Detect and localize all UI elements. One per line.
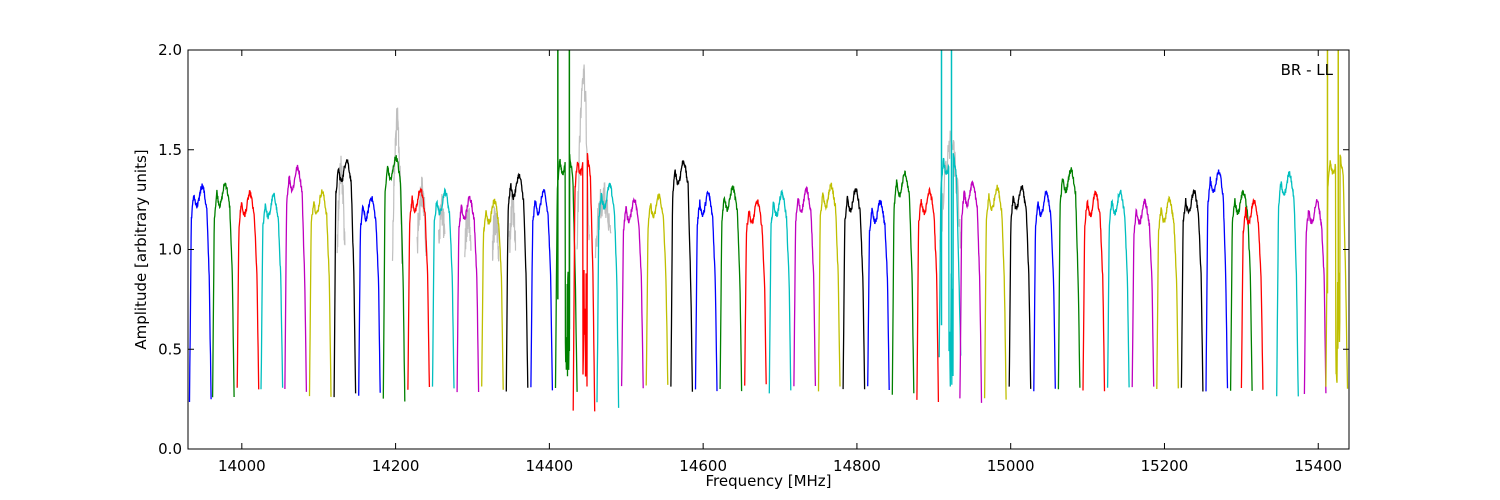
- series-band-23: [744, 199, 767, 386]
- series-band-31: [938, 153, 962, 387]
- series-band-2: [236, 190, 260, 390]
- x-tick-label: 15200: [1141, 457, 1189, 475]
- raw-segment: [939, 130, 962, 253]
- series-band-20: [670, 159, 694, 392]
- y-tick-label: 1.5: [158, 141, 182, 159]
- series-band-12: [481, 198, 504, 390]
- series-band-13: [505, 172, 529, 392]
- series-band-42: [1205, 169, 1229, 392]
- series-band-24: [768, 189, 792, 394]
- chart-annotation: BR - LL: [1281, 61, 1334, 79]
- x-tick-label: 14800: [833, 457, 881, 475]
- raw-segment: [464, 207, 472, 258]
- series-band-3: [260, 192, 284, 390]
- x-tick-label: 14000: [218, 457, 266, 475]
- y-tick-label: 1.0: [158, 241, 182, 259]
- series-band-27: [842, 188, 866, 390]
- series-band-44: [1240, 197, 1264, 390]
- series-band-40: [1156, 195, 1179, 390]
- raw-segment: [491, 206, 500, 262]
- series-band-26: [817, 182, 841, 392]
- series-band-33: [983, 184, 1007, 400]
- series-band-45: [1276, 171, 1299, 397]
- raw-segment: [508, 192, 517, 253]
- raw-background-layer: [336, 64, 962, 264]
- series-band-0: [188, 183, 212, 403]
- series-band-19: [645, 193, 669, 386]
- series-band-46: [1303, 199, 1327, 395]
- series-band-36: [1057, 167, 1081, 390]
- series-band-18: [620, 197, 644, 389]
- series-band-1: [211, 182, 235, 398]
- series-band-30: [916, 186, 940, 403]
- y-axis-label: Amplitude [arbitrary units]: [132, 149, 150, 349]
- raw-segment: [438, 193, 446, 244]
- series-band-6: [333, 159, 357, 398]
- series-band-5: [308, 189, 332, 397]
- series-band-29: [891, 170, 915, 395]
- y-tick-label: 0.0: [158, 440, 182, 458]
- raw-segment: [594, 182, 612, 259]
- x-tick-label: 14400: [526, 457, 574, 475]
- series-band-47: [1325, 154, 1349, 389]
- series-layer: [188, 50, 1349, 412]
- series-band-4: [284, 164, 308, 392]
- series-band-32: [959, 180, 983, 403]
- series-band-25: [793, 185, 817, 387]
- series-band-9: [407, 188, 431, 390]
- series-band-35: [1033, 190, 1056, 392]
- series-band-34: [1008, 185, 1032, 389]
- x-tick-label: 15400: [1294, 457, 1342, 475]
- series-band-39: [1131, 198, 1155, 388]
- series-band-14: [530, 188, 554, 391]
- series-band-10: [431, 187, 455, 389]
- y-tick-label: 0.5: [158, 340, 182, 358]
- series-band-28: [867, 199, 890, 391]
- series-band-43: [1229, 189, 1253, 391]
- series-band-41: [1180, 188, 1204, 392]
- x-tick-label: 14600: [679, 457, 727, 475]
- series-band-38: [1106, 189, 1130, 388]
- y-tick-label: 2.0: [158, 41, 182, 59]
- raw-segment: [336, 155, 346, 254]
- series-band-17: [596, 182, 620, 408]
- series-band-11: [456, 195, 480, 393]
- x-tick-label: 14200: [372, 457, 420, 475]
- series-band-15: [554, 154, 578, 392]
- x-tick-label: 15000: [987, 457, 1035, 475]
- x-axis-label: Frequency [MHz]: [705, 472, 831, 490]
- series-band-37: [1082, 190, 1106, 392]
- series-band-7: [358, 196, 381, 396]
- series-band-21: [694, 190, 718, 392]
- ticks-layer: 14000 14200 14400 14600 14800 15000 15200 15400…: [158, 41, 1349, 475]
- series-band-16: [572, 153, 596, 412]
- series-band-22: [719, 185, 743, 392]
- series-band-8: [382, 155, 406, 402]
